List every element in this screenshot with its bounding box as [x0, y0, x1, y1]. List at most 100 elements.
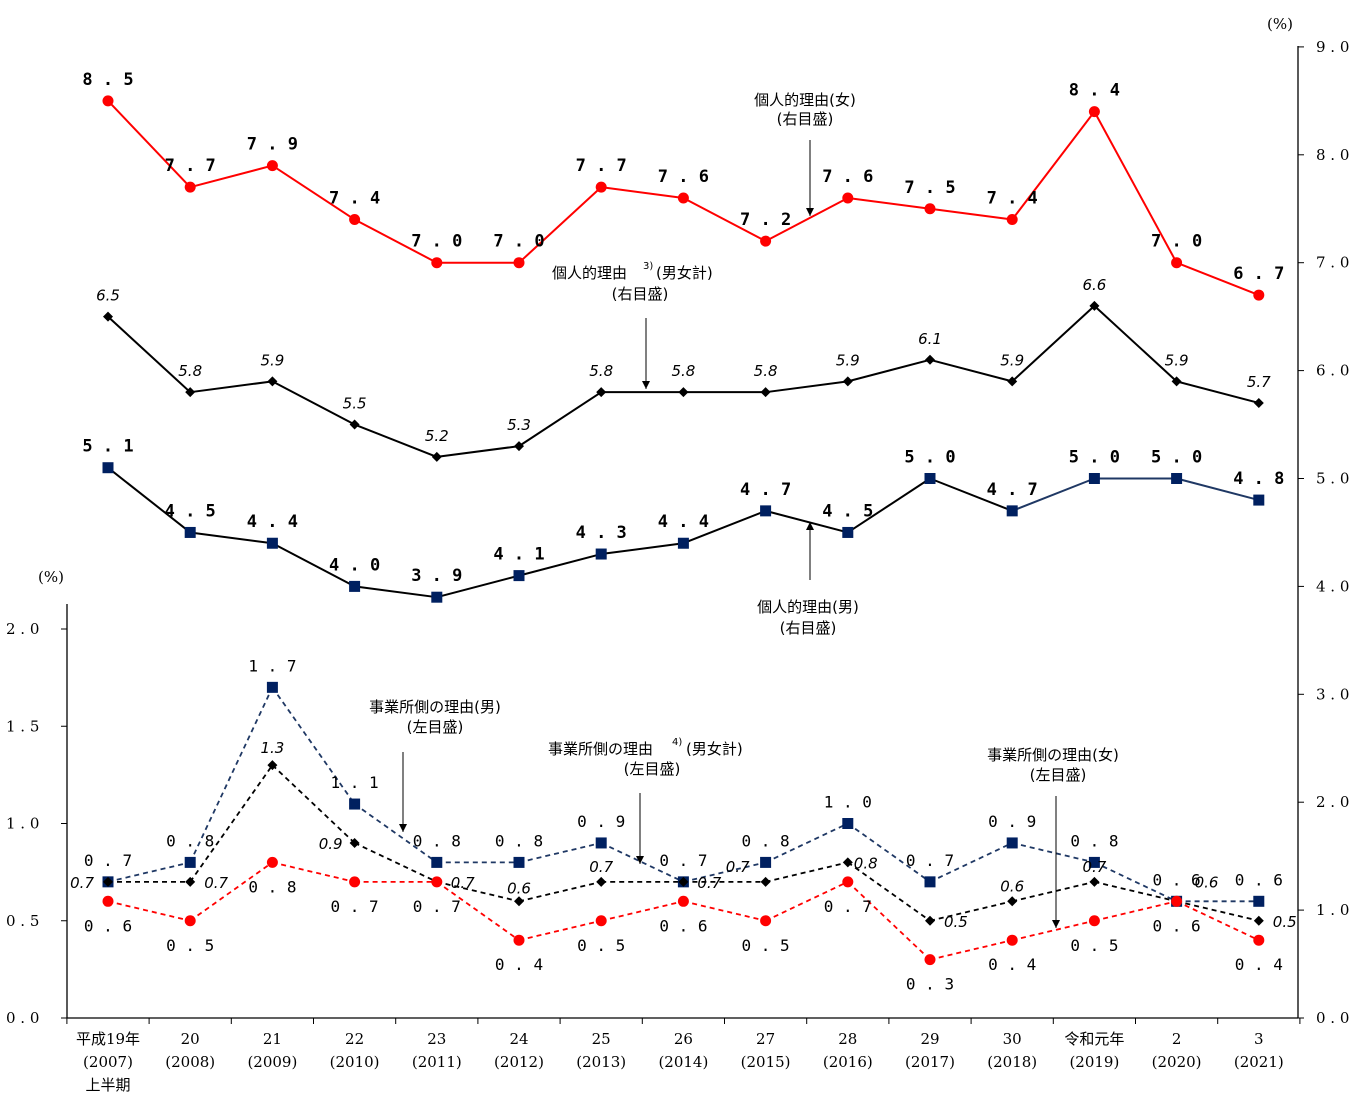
series-3-point: [1088, 473, 1100, 484]
annotation-personal-male-arrowhead: [806, 522, 814, 530]
right-axis-tick-label: 2 . 0: [1316, 793, 1349, 811]
series-4-data-label: 0 . 8: [413, 831, 461, 850]
series-1-data-label: 7 . 6: [822, 167, 873, 187]
series-3-segment: [271, 542, 356, 588]
series-2-point: [431, 451, 442, 462]
series-3-point: [349, 580, 361, 592]
series-1-point: [184, 181, 196, 193]
series-2-data-label: 5.8: [754, 362, 778, 380]
series-2-data-label: 5.8: [178, 362, 202, 380]
series-5-point: [1089, 876, 1100, 887]
series-5-data-label: 0.7: [726, 858, 750, 876]
series-3-segment: [683, 509, 766, 545]
annotation-personal-female-arrowhead: [806, 208, 814, 216]
x-tick-label: (2016): [823, 1053, 873, 1071]
series-4-data-label: 0 . 9: [577, 812, 625, 831]
series-1-data-label: 7 . 2: [740, 210, 791, 230]
series-3-segment: [765, 509, 849, 534]
series-5-segment: [1011, 880, 1095, 903]
series-2-segment: [847, 358, 931, 383]
series-5-data-label: 0.7: [451, 874, 475, 892]
annotation-company-total-axis: (左目盛): [624, 760, 681, 778]
series-3-point: [266, 537, 278, 549]
series-3-segment: [847, 477, 931, 534]
series-3-data-label: 5 . 0: [1069, 448, 1120, 468]
annotation-personal-male: 個人的理由(男): [757, 598, 859, 616]
series-4-data-label: 0 . 9: [988, 812, 1036, 831]
series-1-data-label: 7 . 0: [493, 232, 544, 252]
series-2-segment: [1093, 305, 1178, 383]
series-3-data-label: 3 . 9: [411, 566, 462, 586]
annotations: 個人的理由(女)(右目盛)個人的理由 3) (男女計)(右目盛)個人的理由(男)(右…: [369, 91, 1119, 928]
series-1-segment: [107, 100, 191, 188]
series-2-segment: [436, 445, 520, 458]
series-2-point: [596, 387, 607, 398]
series-3-segment: [1176, 477, 1260, 502]
x-tick-label: (2019): [1069, 1053, 1119, 1071]
series-5-segment: [518, 880, 602, 903]
annotation-personal-total-axis: (右目盛): [612, 285, 669, 303]
series-1-data-label: 7 . 0: [1151, 232, 1202, 252]
series-1-segment: [518, 186, 602, 264]
series-4-data-label: 1 . 1: [331, 773, 379, 792]
series-3-segment: [601, 542, 684, 556]
x-tick-label: 27: [756, 1030, 775, 1048]
series-6-data-label: 0 . 4: [988, 955, 1036, 974]
series-3-point: [1171, 473, 1183, 484]
x-tick-label: (2008): [165, 1053, 215, 1071]
x-tick-label: 20: [181, 1030, 200, 1048]
series-1-data-label: 7 . 6: [658, 167, 709, 187]
series-2-segment: [354, 423, 438, 458]
series-2-point: [678, 387, 689, 398]
series-1-point: [1088, 106, 1100, 118]
series-5-data-label: 0.6: [1000, 877, 1024, 895]
series-4-point: [842, 818, 854, 829]
series-4-point: [1253, 895, 1265, 907]
series-6-segment: [189, 861, 273, 922]
left-axis-tick-label: 0 . 0: [6, 1009, 39, 1027]
series-2-point: [1089, 300, 1100, 311]
series-2-segment: [190, 380, 273, 394]
series-1-segment: [765, 197, 849, 243]
series-2-data-label: 5.8: [671, 362, 695, 380]
series-2-segment: [765, 380, 848, 394]
series-5-point: [1007, 896, 1018, 907]
series-5-data-label: 1.3: [260, 739, 284, 757]
series-5-data-label: 0.9: [319, 835, 343, 853]
series-4-data-label: 0 . 8: [495, 831, 543, 850]
series-6-point: [184, 915, 196, 927]
series-6-segment: [765, 881, 849, 922]
series-2-point: [1007, 376, 1018, 387]
series-4-point: [595, 837, 607, 849]
annotation-company-total-note: 4): [672, 737, 682, 748]
x-tick-label: 30: [1003, 1030, 1022, 1048]
series-5-data-label: 0.6: [1195, 873, 1219, 891]
series-5-point: [842, 857, 853, 868]
series-4-segment: [271, 686, 356, 805]
series-3-data-label: 4 . 7: [987, 480, 1038, 500]
series-4-data-label: 0 . 6: [1235, 870, 1283, 889]
series-3-data-label: 4 . 3: [576, 523, 627, 543]
series-1-data-label: 8 . 5: [82, 70, 133, 90]
series-1-point: [760, 235, 772, 247]
series-3-point: [677, 537, 689, 549]
series-1-point: [349, 214, 361, 226]
series-1-data-label: 6 . 7: [1233, 264, 1284, 284]
series-5-point: [103, 876, 113, 887]
series-4-segment: [1094, 861, 1177, 903]
series-3-point: [431, 591, 443, 603]
right-axis-tick-label: 0 . 0: [1316, 1009, 1349, 1027]
series-5-segment: [929, 900, 1013, 922]
series-5-segment: [189, 764, 274, 883]
series-4-segment: [929, 842, 1013, 883]
series-3-data-label: 4 . 4: [247, 512, 298, 532]
series-6-point: [1088, 915, 1100, 927]
right-axis-tick-label: 4 . 0: [1316, 577, 1349, 595]
series-2-data-label: 6.5: [96, 287, 120, 305]
right-axis-tick-label: 3 . 0: [1316, 685, 1349, 703]
series-3-data-label: 4 . 5: [822, 501, 873, 521]
series-6-point: [924, 954, 936, 966]
series-2-data-label: 5.5: [343, 395, 367, 413]
series-3-segment: [518, 553, 602, 577]
series-5-segment: [765, 861, 849, 883]
